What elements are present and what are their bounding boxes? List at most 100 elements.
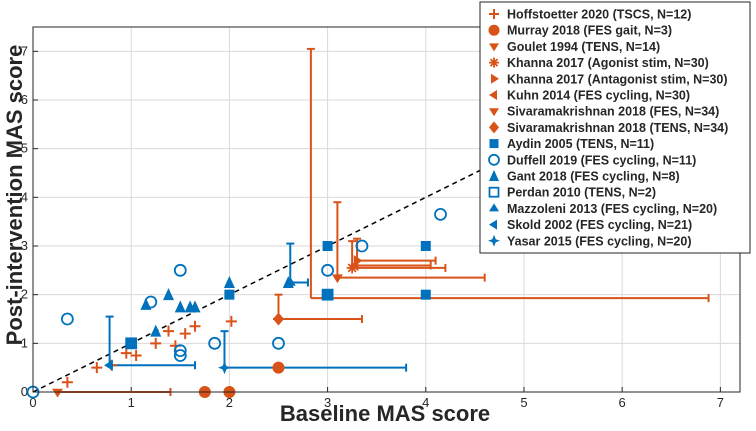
marker-triangle [174, 300, 186, 313]
data-point [489, 219, 497, 230]
marker-square-filled [489, 139, 499, 149]
data-point [488, 24, 500, 36]
legend-entry: Duffell 2019 (FES cycling, N=11) [488, 153, 696, 167]
marker-diamond [272, 312, 284, 326]
data-point [224, 289, 235, 300]
data-point [272, 336, 285, 350]
x-tick-label: 2 [226, 395, 233, 410]
data-point [104, 359, 113, 371]
data-point [322, 289, 333, 300]
marker-square-filled [322, 241, 333, 251]
marker-tri-left [349, 259, 359, 271]
data-point [60, 312, 74, 326]
data-point [321, 263, 334, 277]
legend-label: Duffell 2019 (FES cycling, N=11) [507, 153, 696, 167]
data-point [163, 288, 175, 301]
y-tick-label: 4 [21, 189, 28, 204]
marker-triangle [189, 300, 201, 313]
legend-label: Hoffstoetter 2020 (TSCS, N=12) [507, 8, 691, 22]
x-tick-label: 5 [520, 395, 527, 410]
data-point [140, 297, 152, 310]
marker-tri-down [52, 388, 64, 398]
data-point [208, 336, 222, 350]
data-point [491, 73, 499, 84]
data-point [173, 263, 187, 277]
legend-entry: Goulet 1994 (TENS, N=14) [489, 40, 660, 54]
marker-triangle [140, 297, 152, 310]
y-tick-label: 1 [21, 335, 28, 350]
data-point [322, 241, 333, 251]
marker-triangle [163, 288, 175, 301]
marker-star [346, 262, 358, 274]
data-point [321, 288, 334, 301]
data-point [173, 344, 187, 358]
data-point [61, 376, 73, 388]
marker-tri-right [491, 73, 499, 84]
marker-square-open [488, 186, 500, 198]
x-tick-label: 1 [128, 395, 135, 410]
marker-star6 [488, 234, 500, 247]
marker-square-filled [420, 289, 431, 300]
marker-circle-open [208, 336, 222, 350]
marker-tri-down [331, 274, 343, 284]
legend-label: Skold 2002 (FES cycling, N=21) [507, 218, 692, 232]
legend-label: Murray 2018 (FES gait, N=3) [507, 24, 672, 38]
marker-circle-open [173, 344, 187, 358]
y-tick-label: 0 [21, 384, 28, 399]
legend-box [479, 1, 751, 254]
marker-circle-open [60, 312, 74, 326]
data-point [225, 315, 237, 327]
legend-entry: Sivaramakrishnan 2018 (FES, N=34) [489, 105, 719, 119]
legend-label: Mazzoleni 2013 (FES cycling, N=20) [507, 202, 717, 216]
marker-tri-down [489, 43, 499, 52]
data-point [217, 361, 231, 375]
marker-square-filled [126, 338, 137, 349]
data-point [489, 121, 499, 134]
marker-circle-filled [488, 24, 500, 36]
marker-plus [225, 315, 237, 327]
data-point [489, 139, 499, 149]
marker-circle-filled [272, 361, 285, 374]
marker-plus [163, 325, 175, 337]
legend-entry: Skold 2002 (FES cycling, N=21) [489, 218, 692, 232]
data-point [489, 43, 499, 52]
marker-plus [61, 376, 73, 388]
data-point [189, 300, 201, 313]
legend-label: Kuhn 2014 (FES cycling, N=30) [507, 89, 690, 103]
data-point [284, 277, 296, 286]
legend-label: Yasar 2015 (FES cycling, N=20) [507, 234, 691, 248]
marker-circle-open [321, 263, 334, 277]
marker-tri-down [489, 108, 499, 117]
marker-tri-left [489, 219, 497, 230]
marker-plus [189, 320, 201, 332]
data-point [125, 337, 138, 350]
data-point [272, 312, 284, 326]
data-point [488, 234, 500, 247]
marker-tri-up [489, 203, 499, 212]
marker-tri-left [489, 90, 497, 100]
legend-entry: Mazzoleni 2013 (FES cycling, N=20) [489, 202, 717, 216]
marker-circle-open [434, 207, 447, 221]
legend-entry: Gant 2018 (FES cycling, N=8) [489, 170, 680, 184]
y-tick-label: 5 [21, 141, 28, 156]
marker-plus [489, 9, 499, 19]
legend-entry: Murray 2018 (FES gait, N=3) [488, 24, 672, 38]
legend-label: Goulet 1994 (TENS, N=14) [507, 40, 660, 54]
marker-circle-open [173, 349, 187, 362]
data-point [52, 388, 64, 398]
data-point [489, 170, 499, 181]
y-tick-label: 6 [21, 92, 28, 107]
y-axis-label: Post-intervention MAS score [2, 45, 27, 346]
marker-triangle [223, 276, 235, 288]
x-tick-label: 6 [619, 395, 626, 410]
data-point [189, 320, 201, 332]
data-point [173, 349, 187, 362]
legend-entry: Perdan 2010 (TENS, N=2) [488, 186, 656, 200]
marker-plus [150, 337, 162, 349]
data-point [488, 153, 500, 166]
legend-label: Sivaramakrishnan 2018 (FES, N=34) [507, 105, 719, 119]
marker-star [489, 57, 499, 68]
marker-circle-open [488, 153, 500, 166]
marker-plus [130, 350, 142, 361]
